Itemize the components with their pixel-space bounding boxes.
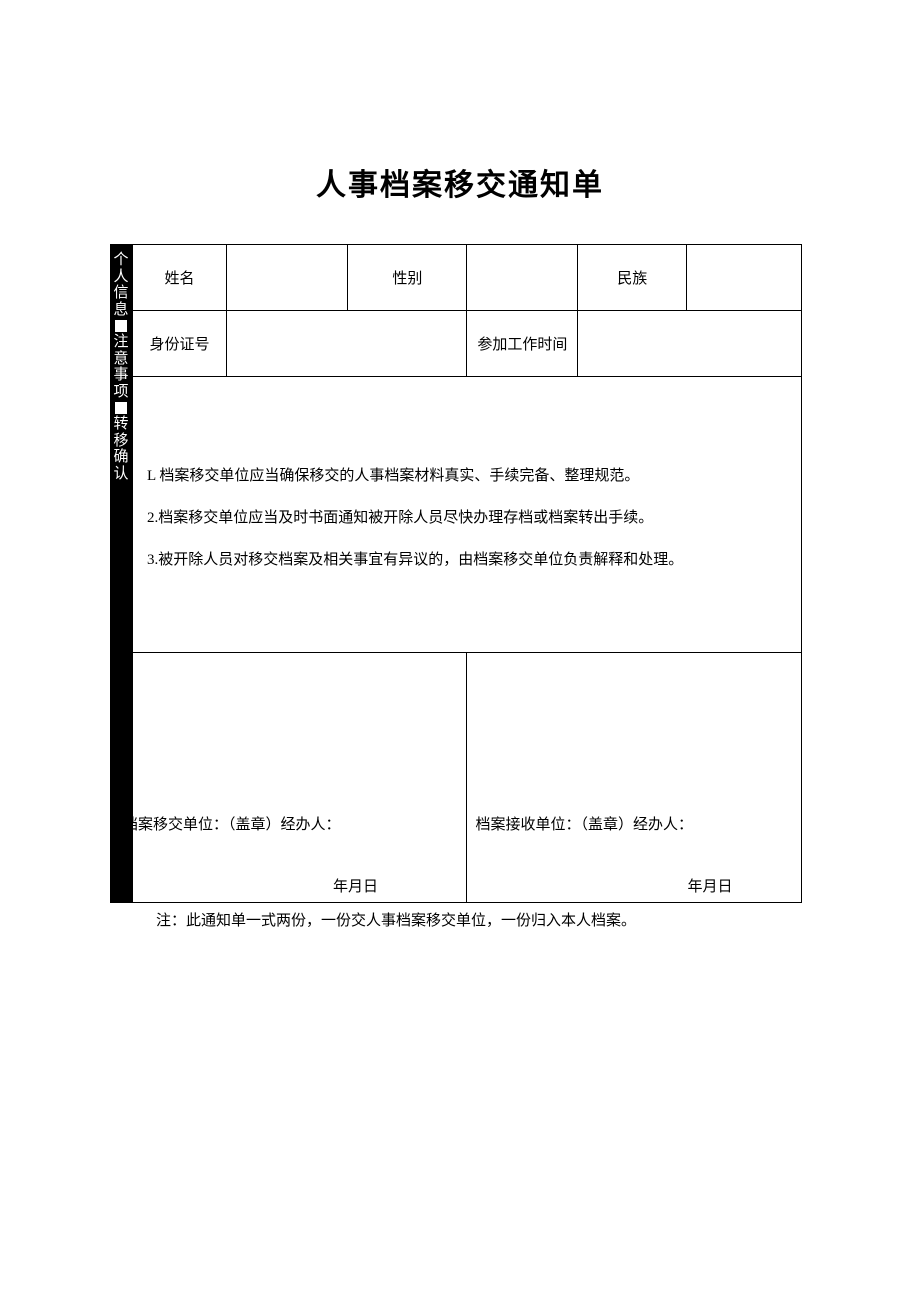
label-workdate: 参加工作时间: [467, 311, 578, 377]
sidebar-group-confirm: 转移确认: [113, 416, 128, 482]
footnote: 注：此通知单一式两份，一份交人事档案移交单位，一份归入本人档案。: [110, 909, 810, 930]
note-line-3: 3.被开除人员对移交档案及相关事宜有异议的，由档案移交单位负责解释和处理。: [147, 539, 787, 581]
receiver-date: 年月日: [687, 875, 732, 896]
note-line-1: L 档案移交单位应当确保移交的人事档案材料真实、手续完备、整理规范。: [147, 455, 787, 497]
sidebar-separator-icon: [115, 320, 127, 332]
form-table: 姓名 性别 民族 身份证号 参加工作时间 L 档案移交单位应当确保移交的人事档案…: [132, 244, 802, 903]
value-nation: [687, 245, 802, 311]
sign-cell-receiver: 档案接收单位：（盖章）经办人： 年月日: [467, 653, 802, 903]
document-page: 人事档案移交通知单 个人信息 注意事项 转移确认 姓名 性别 民族: [0, 0, 920, 930]
label-name: 姓名: [133, 245, 227, 311]
sender-date: 年月日: [333, 875, 378, 896]
value-gender: [467, 245, 578, 311]
sidebar-group-personal: 个人信息: [113, 252, 128, 318]
label-nation: 民族: [578, 245, 687, 311]
sender-unit-line: 档案移交单位：（盖章）经办人：: [123, 813, 341, 834]
row-personal-1: 姓名 性别 民族: [133, 245, 802, 311]
page-title: 人事档案移交通知单: [110, 160, 810, 204]
row-signatures: 档案移交单位：（盖章）经办人： 年月日 档案接收单位：（盖章）经办人： 年月日: [133, 653, 802, 903]
form-area: 个人信息 注意事项 转移确认 姓名 性别 民族 身份证号: [110, 244, 810, 903]
value-workdate: [578, 311, 802, 377]
label-gender: 性别: [348, 245, 467, 311]
sign-cell-sender: 档案移交单位：（盖章）经办人： 年月日: [133, 653, 467, 903]
value-name: [227, 245, 348, 311]
sidebar-separator-icon: [115, 402, 127, 414]
row-personal-2: 身份证号 参加工作时间: [133, 311, 802, 377]
label-idnumber: 身份证号: [133, 311, 227, 377]
notes-cell: L 档案移交单位应当确保移交的人事档案材料真实、手续完备、整理规范。 2.档案移…: [133, 377, 802, 653]
value-idnumber: [227, 311, 467, 377]
row-notes: L 档案移交单位应当确保移交的人事档案材料真实、手续完备、整理规范。 2.档案移…: [133, 377, 802, 653]
sidebar-group-notes: 注意事项: [113, 334, 128, 400]
note-line-2: 2.档案移交单位应当及时书面通知被开除人员尽快办理存档或档案转出手续。: [147, 497, 787, 539]
receiver-unit-line: 档案接收单位：（盖章）经办人：: [475, 813, 693, 834]
sidebar-vertical-labels: 个人信息 注意事项 转移确认: [110, 244, 132, 903]
